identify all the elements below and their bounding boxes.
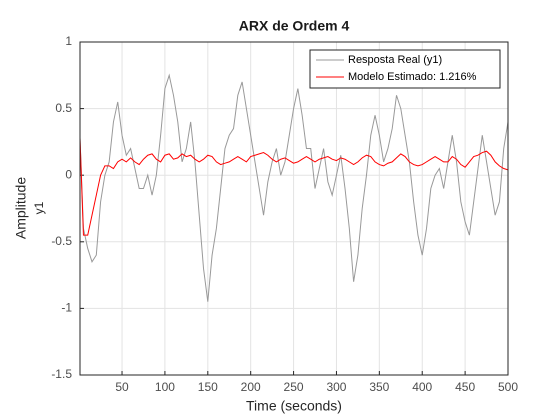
y-axis-sublabel: y1: [32, 201, 46, 214]
x-tick-label: 450: [455, 380, 475, 394]
x-tick-label: 500: [498, 380, 518, 394]
legend-box: [309, 49, 501, 89]
chart-title: ARX de Ordem 4: [239, 18, 350, 34]
y-tick-label: 0.5: [55, 101, 72, 115]
x-axis-label: Time (seconds): [246, 398, 342, 414]
y-tick-label: 0: [65, 167, 72, 181]
x-tick-label: 350: [369, 380, 389, 394]
x-tick-label: 100: [155, 380, 175, 394]
x-tick-label: 400: [412, 380, 432, 394]
x-tick-label: 150: [198, 380, 218, 394]
axes-box: [79, 41, 509, 376]
y-tick-label: -1: [61, 301, 72, 315]
legend-label: Modelo Estimado: 1.216%: [348, 71, 477, 83]
legend-label: Resposta Real (y1): [348, 54, 442, 66]
line-series: [79, 137, 509, 236]
x-tick-label: 50: [115, 380, 129, 394]
y-axis-label: Amplitude: [13, 177, 29, 239]
y-tick-label: -0.5: [51, 234, 72, 248]
y-tick-label: -1.5: [51, 367, 72, 381]
line-series: [79, 73, 509, 302]
y-tick-label: 1: [65, 34, 72, 48]
x-tick-label: 300: [326, 380, 346, 394]
x-tick-label: 250: [284, 380, 304, 394]
x-tick-label: 200: [241, 380, 261, 394]
